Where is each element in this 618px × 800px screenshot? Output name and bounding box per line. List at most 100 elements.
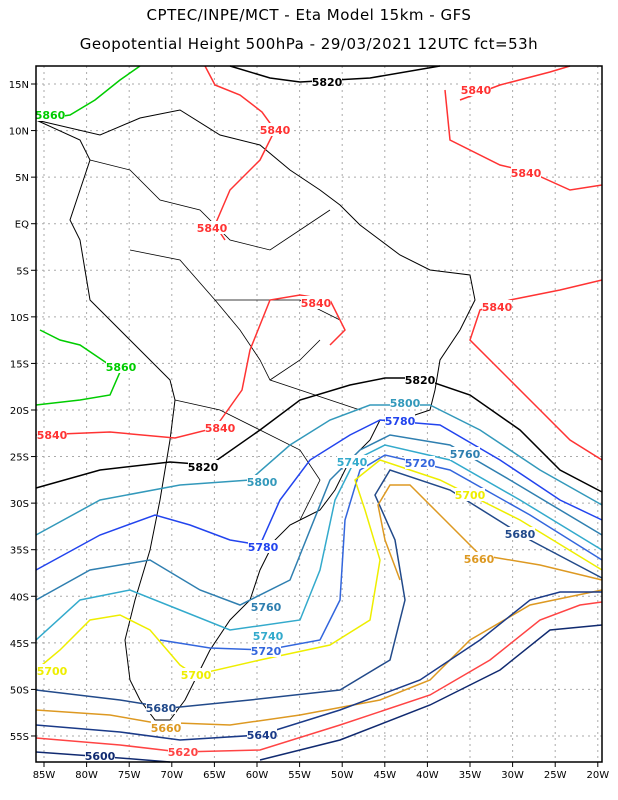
contour-label: 5860: [35, 109, 66, 122]
contour-label-bg: [511, 166, 541, 179]
contour-label: 5680: [505, 528, 536, 541]
contour-label: 5780: [248, 541, 279, 554]
contour-5820: [35, 377, 603, 493]
contour-label: 5760: [251, 601, 282, 614]
lat-tick-label: 15N: [9, 80, 29, 91]
lat-tick-label: 15S: [10, 359, 29, 370]
contour-label: 5780: [385, 415, 416, 428]
contour-label-bg: [35, 108, 65, 121]
map-frame: [35, 65, 603, 763]
contour-label-bg: [337, 455, 367, 468]
contour-5660: [377, 484, 603, 581]
contour-label-bg: [151, 721, 181, 734]
contour-label-bg: [312, 75, 342, 88]
contour-label-bg: [260, 123, 290, 136]
contour-label: 5860: [106, 361, 137, 374]
contour-label-bg: [450, 447, 480, 460]
lon-tick-label: 25W: [544, 770, 567, 781]
contour-label: 5840: [482, 301, 513, 314]
lon-tick-label: 70W: [160, 770, 183, 781]
lon-tick-label: 55W: [288, 770, 311, 781]
contour-label: 5840: [511, 167, 542, 180]
lat-tick-label: 10S: [10, 313, 29, 324]
lat-tick-label: 50S: [10, 685, 29, 696]
lon-tick-label: 75W: [118, 770, 141, 781]
contour-label: 5680: [146, 702, 177, 715]
contour-label: 5600: [85, 750, 116, 763]
lat-tick-label: 25S: [10, 453, 29, 464]
contour-label: 5840: [461, 84, 492, 97]
contour-label: 5620: [168, 746, 199, 759]
lon-tick-label: 20W: [586, 770, 609, 781]
coastline: [35, 109, 476, 721]
contour-label-bg: [251, 600, 281, 613]
contour-label: 5700: [455, 489, 486, 502]
lon-tick-label: 85W: [33, 770, 56, 781]
lon-tick-label: 60W: [246, 770, 269, 781]
contour-label-bg: [205, 421, 235, 434]
contour-label: 5700: [181, 669, 212, 682]
contour-label-bg: [505, 527, 535, 540]
lon-tick-label: 65W: [203, 770, 226, 781]
chart-subtitle: Geopotential Height 500hPa - 29/03/2021 …: [79, 35, 539, 53]
contour-label-bg: [390, 396, 420, 409]
contour-label-bg: [247, 728, 277, 741]
contour-5840: [469, 279, 603, 461]
lon-tick-label: 45W: [373, 770, 396, 781]
contour-label: 5740: [253, 630, 284, 643]
contour-label-bg: [455, 488, 485, 501]
contour-label-bg: [385, 414, 415, 427]
contour-label-bg: [85, 749, 115, 762]
contour-5780: [35, 419, 603, 571]
contour-label: 5660: [464, 553, 495, 566]
contour-label-bg: [247, 475, 277, 488]
contour-label-bg: [168, 745, 198, 758]
contour-5720: [159, 454, 603, 651]
contour-label: 5840: [260, 124, 291, 137]
lon-tick-label: 40W: [416, 770, 439, 781]
contour-label: 5840: [37, 429, 68, 442]
contour-label-bg: [464, 552, 494, 565]
contour-label: 5760: [450, 448, 481, 461]
contour-label-bg: [301, 296, 331, 309]
contour-label: 5640: [247, 729, 278, 742]
contour-label: 5820: [188, 461, 219, 474]
contour-label-bg: [197, 221, 227, 234]
contour-label-bg: [248, 540, 278, 553]
contour-label: 5720: [251, 645, 282, 658]
chart-title: CPTEC/INPE/MCT - Eta Model 15km - GFS: [146, 6, 472, 24]
lon-tick-label: 30W: [501, 770, 524, 781]
contour-5640: [35, 591, 602, 741]
lat-tick-label: 35S: [10, 546, 29, 557]
contour-label: 5700: [37, 665, 68, 678]
contour-label: 5720: [405, 457, 436, 470]
lon-tick-label: 50W: [331, 770, 354, 781]
contour-5760: [35, 434, 603, 606]
contour-label-bg: [253, 629, 283, 642]
contour-label-bg: [37, 428, 67, 441]
contour-label-bg: [181, 668, 211, 681]
contour-label-bg: [106, 360, 136, 373]
lat-tick-label: 5N: [15, 173, 29, 184]
contour-label-bg: [37, 664, 67, 677]
contour-5820: [229, 65, 441, 83]
contour-label-bg: [405, 373, 435, 386]
contour-label-bg: [461, 83, 491, 96]
contour-5840: [204, 65, 276, 241]
lat-tick-label: 10N: [9, 127, 29, 138]
lon-tick-label: 80W: [75, 770, 98, 781]
contour-label-bg: [251, 644, 281, 657]
contour-5600: [35, 624, 603, 763]
lat-tick-label: 30S: [10, 499, 29, 510]
contour-5700: [35, 459, 603, 676]
lat-tick-label: 55S: [10, 732, 29, 743]
contour-5660: [35, 589, 603, 726]
contour-label: 5740: [337, 456, 368, 469]
contour-label: 5840: [197, 222, 228, 235]
contour-label: 5800: [390, 397, 421, 410]
contour-5620: [35, 601, 603, 753]
contour-label: 5660: [151, 722, 182, 735]
lon-tick-label: 35W: [459, 770, 482, 781]
lat-tick-label: 5S: [16, 266, 29, 277]
